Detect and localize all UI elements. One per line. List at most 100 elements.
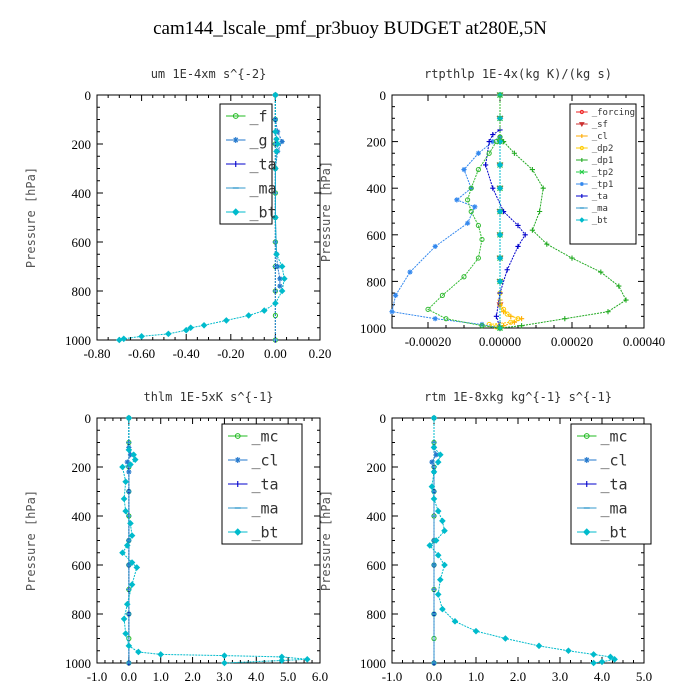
x-tick-label: 2.0 [184,669,200,684]
legend-marker [579,182,584,186]
legend-entry: _ma [592,204,608,214]
x-tick-label: 5.0 [636,669,652,684]
legend-marker [578,122,585,127]
data-point [432,316,438,322]
data-point [245,312,252,319]
legend-entry: _f [250,107,268,125]
data-point [434,507,442,515]
data-point [273,148,280,155]
data-point [434,458,442,466]
data-point [120,335,128,343]
panel-title: rtm 1E-8xkg kg^{-1} s^{-1} [424,390,612,404]
data-point [122,630,129,637]
data-point [454,197,460,203]
data-point [122,478,129,486]
data-point [272,299,279,307]
y-tick-label: 1000 [360,656,386,671]
data-point [537,208,543,215]
legend-entry: _ma [601,499,628,517]
data-point [598,269,604,275]
y-axis-label: Pressure [hPa] [319,161,333,262]
x-tick-label: 5.0 [280,669,296,684]
x-tick-label: 0.0 [121,669,137,684]
data-point [436,451,444,459]
data-point [497,92,503,98]
data-point [430,414,438,422]
data-point [130,451,137,459]
legend-entry: _cl [601,451,628,469]
legend-marker [234,481,241,487]
x-tick-label: 0.0 [426,669,442,684]
data-point [496,231,504,239]
data-point [461,166,467,173]
x-tick-label: 1.0 [153,669,169,684]
legend-entry: _ta [601,475,628,493]
data-point [623,297,629,303]
legend-marker [579,134,584,138]
data-point [124,459,130,465]
y-tick-label: 600 [72,235,92,250]
data-point [496,161,504,169]
data-point [504,311,510,317]
data-point [272,91,279,99]
x-tick-label: 1.0 [468,669,484,684]
data-point [522,232,528,238]
y-tick-label: 0 [380,411,387,426]
data-point [389,309,395,315]
legend-entry: _mc [601,427,628,445]
chart-panel-3: thlm 1E-5xK s^{-1} Pressure [hPa] -1.0 0.0 1… [24,390,328,684]
data-point [486,150,492,156]
plot-frame [96,94,321,341]
data-point [590,659,597,667]
data-point [535,642,543,650]
data-point [119,463,126,471]
legend-entry: _ta [592,192,608,202]
data-point [430,444,438,451]
data-point [278,287,286,295]
data-point [221,652,228,659]
series-line [485,95,526,329]
data-point [393,292,399,298]
x-tick-label: -0.00020 [405,334,452,349]
y-tick-label: 0 [85,88,92,103]
data-point [433,452,439,458]
legend-marker [579,145,584,151]
series-line [427,95,501,329]
x-tick-label: -0.40 [173,346,200,361]
data-point [529,227,535,233]
data-point [508,319,514,325]
data-point [515,243,521,250]
data-point [529,166,535,173]
legend-marker [579,217,585,223]
data-point [616,283,622,289]
legend-marker [234,457,241,463]
data-point [436,576,444,584]
data-point [120,615,128,623]
data-point [519,323,525,329]
y-tick-label: 0 [380,88,387,103]
series-line [391,95,501,329]
data-point [483,162,489,168]
series-bt [119,414,311,667]
data-point [497,134,503,140]
legend-marker [579,158,584,162]
y-tick-label: 400 [367,181,387,196]
data-point [428,483,436,490]
y-tick-label: 800 [367,274,387,289]
data-point [279,138,285,145]
legend-entry: _ma [252,499,279,517]
legend-entry: _forcing [592,108,635,118]
x-tick-label: -0.60 [128,346,155,361]
data-point [125,446,133,454]
data-point [135,648,142,656]
y-tick-label: 1000 [360,321,386,336]
data-point [430,495,438,503]
chart-panel-2: rtpthlp 1E-4x(kg K)/(kg s) Pressure [hPa]… [319,67,665,349]
data-point [273,250,280,258]
data-point [128,581,136,588]
series-bt [426,414,618,667]
data-point [479,321,485,328]
data-point [125,414,133,422]
data-point [465,197,471,203]
y-tick-label: 800 [72,284,92,299]
